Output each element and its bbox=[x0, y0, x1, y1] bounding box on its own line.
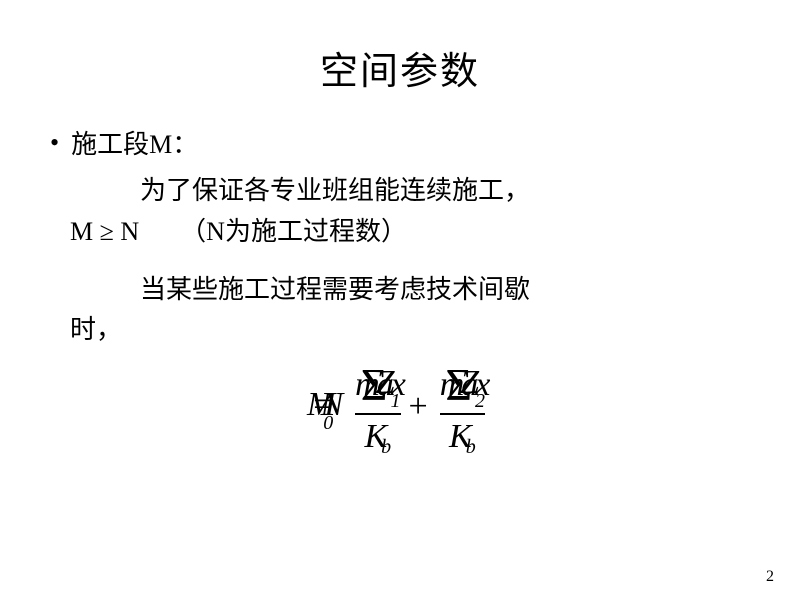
body-line-5: 时， bbox=[70, 310, 730, 350]
lhs-sub0: 0 bbox=[323, 412, 327, 434]
frac2-bar bbox=[440, 413, 485, 415]
body-line-4: 当某些施工过程需要考虑技术间歇 bbox=[70, 270, 730, 310]
frac2-denom: Kb bbox=[449, 418, 476, 454]
bullet-line-1: • 施工段M： bbox=[70, 125, 730, 165]
frac1-numer: max Σ Z1 bbox=[355, 360, 400, 410]
formula-lhs: M0=N bbox=[307, 386, 343, 429]
frac1-denom: Kb bbox=[364, 418, 391, 454]
formula: M0=N max Σ Z1 Kb + max Σ Z2 bbox=[307, 360, 493, 454]
slide-title: 空间参数 bbox=[70, 40, 730, 95]
formula-block: M0=N max Σ Z1 Kb + max Σ Z2 bbox=[70, 360, 730, 454]
fraction-2: max Σ Z2 Kb bbox=[440, 360, 485, 454]
plus-sign: + bbox=[409, 388, 428, 426]
fraction-1: max Σ Z1 Kb bbox=[355, 360, 400, 454]
body-line-3: M ≥ N （N为施工过程数） bbox=[70, 212, 730, 252]
page-number: 2 bbox=[766, 568, 774, 586]
frac1-bar bbox=[355, 413, 400, 415]
paren-note: （N为施工过程数） bbox=[180, 217, 407, 246]
frac2-z: Z2 bbox=[460, 366, 485, 405]
body-line-2: 为了保证各专业班组能连续施工， bbox=[70, 171, 730, 211]
frac1-z: Z1 bbox=[376, 366, 401, 405]
slide: 空间参数 • 施工段M： 为了保证各专业班组能连续施工， M ≥ N （N为施工… bbox=[0, 0, 800, 600]
bullet-text: 施工段M： bbox=[71, 125, 198, 165]
frac2-numer: max Σ Z2 bbox=[440, 360, 485, 410]
bullet-marker: • bbox=[50, 125, 59, 161]
inequality: M ≥ N bbox=[70, 217, 139, 246]
